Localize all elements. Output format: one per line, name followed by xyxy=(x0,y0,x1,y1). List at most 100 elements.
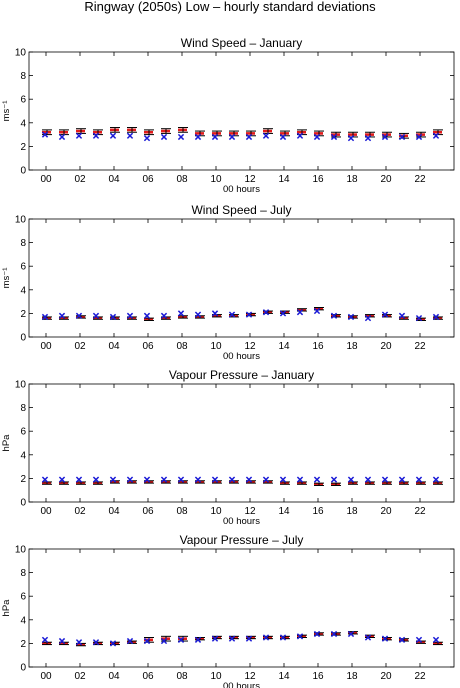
x-tick-label: 02 xyxy=(74,671,86,682)
y-axis-label: hPa xyxy=(1,599,12,617)
x-tick-label: 12 xyxy=(244,341,256,352)
observed-marker xyxy=(432,636,440,643)
observed-marker xyxy=(415,133,423,141)
observed-marker xyxy=(41,131,49,138)
y-tick-label: 8 xyxy=(20,568,26,579)
x-tick-label: 02 xyxy=(74,174,86,185)
observed-marker xyxy=(245,133,253,141)
y-tick-label: 8 xyxy=(20,403,26,414)
observed-marker xyxy=(330,133,338,141)
observed-marker xyxy=(143,637,151,645)
observed-marker xyxy=(143,312,151,319)
x-tick-label: 14 xyxy=(278,174,290,185)
observed-marker xyxy=(58,637,66,645)
x-tick-label: 14 xyxy=(278,341,290,352)
x-axis-label: 00 hours xyxy=(223,184,260,195)
x-tick-label: 16 xyxy=(312,341,324,352)
observed-marker xyxy=(126,312,134,319)
y-tick-label: 10 xyxy=(15,215,27,226)
x-tick-label: 20 xyxy=(380,174,392,185)
y-tick-label: 6 xyxy=(20,262,26,273)
observed-marker xyxy=(245,476,253,483)
observed-marker xyxy=(398,636,406,643)
x-tick-label: 04 xyxy=(108,506,120,517)
observed-marker xyxy=(143,476,151,483)
y-tick-label: 0 xyxy=(20,663,26,674)
x-tick-label: 18 xyxy=(346,174,358,185)
observed-marker xyxy=(262,476,270,483)
observed-marker xyxy=(194,636,202,643)
x-tick-label: 10 xyxy=(210,506,222,517)
y-tick-label: 4 xyxy=(20,118,26,129)
observed-marker xyxy=(228,311,236,318)
y-tick-label: 8 xyxy=(20,238,26,249)
observed-marker xyxy=(296,132,304,139)
x-axis-label: 00 hours xyxy=(223,681,260,688)
axes-frame xyxy=(28,51,455,171)
x-tick-label: 10 xyxy=(210,174,222,185)
y-tick-label: 4 xyxy=(20,285,26,296)
observed-marker xyxy=(160,476,168,483)
x-tick-label: 12 xyxy=(244,506,256,517)
x-tick-label: 02 xyxy=(74,341,86,352)
observed-marker xyxy=(279,133,287,141)
observed-marker xyxy=(398,312,406,319)
observed-marker xyxy=(194,476,202,483)
observed-marker xyxy=(296,309,304,316)
observed-marker xyxy=(92,476,100,483)
y-axis-label: hPa xyxy=(1,434,12,452)
observed-marker xyxy=(415,636,423,643)
observed-marker xyxy=(109,313,117,321)
observed-marker xyxy=(177,636,185,643)
x-tick-label: 06 xyxy=(142,506,154,517)
observed-marker xyxy=(160,637,168,645)
x-tick-label: 00 xyxy=(40,671,52,682)
observed-marker xyxy=(228,133,236,141)
x-tick-label: 20 xyxy=(380,506,392,517)
x-tick-label: 04 xyxy=(108,341,120,352)
observed-marker xyxy=(160,133,168,141)
observed-marker xyxy=(432,313,440,321)
observed-marker xyxy=(75,639,83,646)
observed-marker xyxy=(347,135,355,142)
observed-marker xyxy=(381,311,389,318)
observed-marker xyxy=(296,633,304,640)
observed-marker xyxy=(92,132,100,139)
x-tick-label: 10 xyxy=(210,671,222,682)
x-tick-label: 16 xyxy=(312,174,324,185)
x-tick-label: 22 xyxy=(414,671,426,682)
x-tick-label: 20 xyxy=(380,341,392,352)
observed-marker xyxy=(330,312,338,319)
x-tick-label: 10 xyxy=(210,341,222,352)
observed-marker xyxy=(398,133,406,141)
observed-marker xyxy=(75,312,83,319)
observed-marker xyxy=(211,476,219,483)
panel-title: Vapour Pressure – January xyxy=(169,368,314,382)
y-tick-label: 2 xyxy=(20,639,26,650)
observed-marker xyxy=(228,635,236,642)
observed-marker xyxy=(364,634,372,641)
x-tick-label: 18 xyxy=(346,671,358,682)
observed-marker xyxy=(109,476,117,483)
figure-title: Ringway (2050s) Low – hourly standard de… xyxy=(84,0,376,14)
observed-marker xyxy=(58,476,66,483)
y-tick-label: 2 xyxy=(20,142,26,153)
observed-marker xyxy=(41,476,49,483)
y-tick-label: 4 xyxy=(20,615,26,626)
observed-marker xyxy=(347,313,355,321)
y-tick-label: 10 xyxy=(15,380,27,391)
y-tick-label: 0 xyxy=(20,166,26,177)
observed-marker xyxy=(211,310,219,317)
observed-marker xyxy=(279,634,287,641)
observed-marker xyxy=(228,476,236,483)
observed-marker xyxy=(262,132,270,139)
observed-marker xyxy=(126,132,134,139)
observed-marker xyxy=(381,476,389,483)
observed-marker xyxy=(109,132,117,139)
observed-marker xyxy=(58,312,66,319)
x-tick-label: 14 xyxy=(278,671,290,682)
observed-marker xyxy=(313,133,321,141)
